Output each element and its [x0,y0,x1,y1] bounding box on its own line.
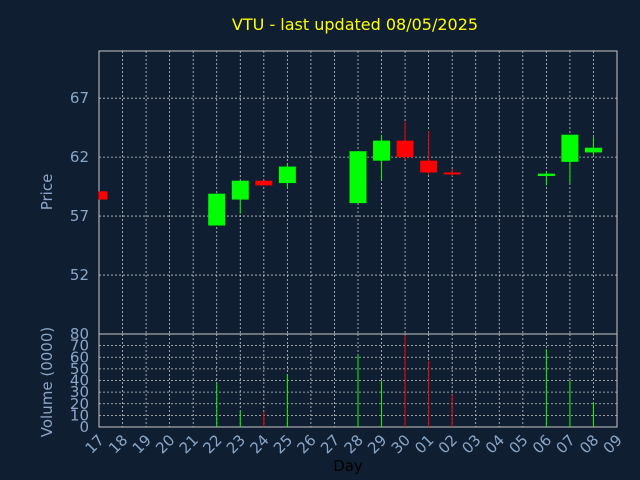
candle-body [420,160,438,173]
candle-body [396,140,414,158]
price-axis-ticks: 52 57 62 67 [70,89,89,284]
x-tick-label: 22 [199,431,225,457]
x-tick-label: 19 [129,431,155,457]
chart-title: VTU - last updated 08/05/2025 [232,15,478,34]
x-tick-label: 30 [388,431,414,457]
candle-body [537,173,555,176]
volume-tick-label: 80 [70,325,89,343]
price-grid [99,51,617,334]
x-tick-label: 21 [176,431,202,457]
price-tick-label: 67 [70,89,89,107]
x-tick-label: 29 [364,431,390,457]
x-tick-label: 23 [223,431,249,457]
candle-body [231,180,249,200]
volume-tick-label: 40 [70,372,89,390]
x-tick-label: 08 [576,431,602,457]
volume-tick-label: 0 [79,418,89,436]
candle-body [561,134,579,162]
volume-axis-label: Volume (0000) [38,327,56,437]
x-tick-label: 18 [105,431,131,457]
volume-bars [216,335,594,427]
price-tick-label: 62 [70,148,89,166]
candles [98,121,602,226]
volume-tick-label: 10 [70,406,89,424]
candle-body [443,172,461,175]
x-tick-label: 02 [435,431,461,457]
x-tick-label: 04 [482,431,508,457]
volume-tick-label: 60 [70,348,89,366]
candle-body [584,147,602,153]
x-tick-label: 28 [341,431,367,457]
x-tick-label: 24 [246,431,272,457]
x-tick-label: 27 [317,431,343,457]
x-tick-label: 09 [600,431,626,457]
price-tick-label: 57 [70,207,89,225]
x-tick-label: 06 [529,431,555,457]
candle-body [278,166,296,184]
candle-body [373,140,391,161]
x-tick-label: 07 [553,431,579,457]
x-axis-label: Day [333,457,363,475]
x-tick-label: 20 [152,431,178,457]
x-tick-label: 25 [270,431,296,457]
x-tick-label: 05 [505,431,531,457]
volume-tick-label: 20 [70,395,89,413]
volume-tick-label: 30 [70,383,89,401]
price-tick-label: 52 [70,266,89,284]
x-tick-label: 26 [294,431,320,457]
candle-body [349,151,367,204]
volume-tick-label: 70 [70,337,89,355]
volume-tick-label: 50 [70,360,89,378]
x-tick-label: 03 [458,431,484,457]
x-axis-ticks: 1718192021222324252627282930010203040506… [82,431,626,457]
candle-body [208,193,226,226]
x-tick-label: 01 [411,431,437,457]
candle-body [99,191,108,200]
price-axis-label: Price [38,174,56,211]
candle-body [255,180,273,186]
